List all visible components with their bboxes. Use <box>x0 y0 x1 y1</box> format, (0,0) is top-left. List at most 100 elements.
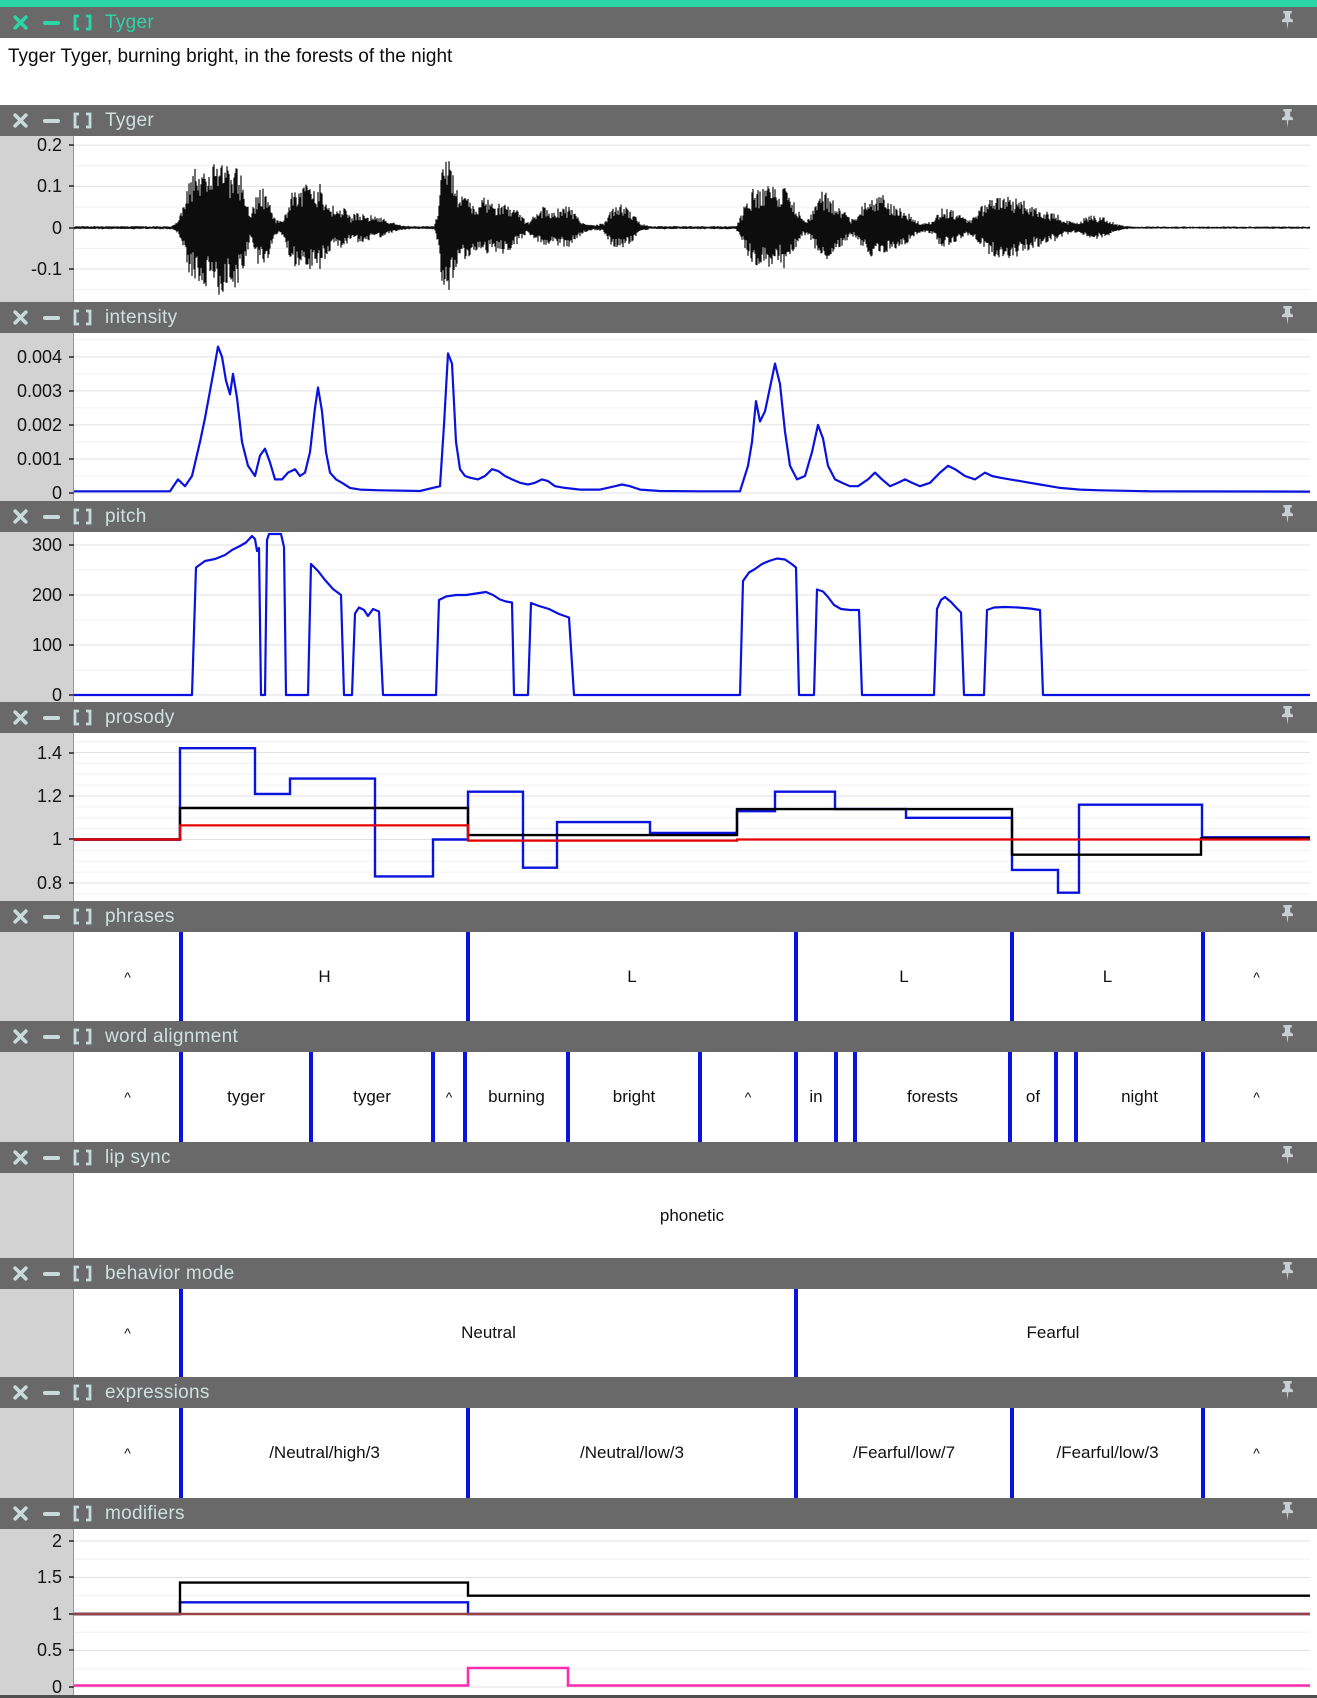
minimize-icon[interactable] <box>41 708 61 728</box>
segment-boundary[interactable] <box>794 932 798 1021</box>
expressions-track-content[interactable]: ^ /Neutral/high/3/Neutral/low/3/Fearful/l… <box>0 1408 1317 1498</box>
pin-icon[interactable] <box>1280 1145 1295 1170</box>
segment-label[interactable]: Fearful <box>1026 1323 1080 1342</box>
pin-icon[interactable] <box>1280 705 1295 730</box>
segment-label[interactable]: L <box>899 966 909 986</box>
segment-boundary[interactable] <box>1201 932 1205 1021</box>
segment-label[interactable]: phonetic <box>659 1205 725 1225</box>
segment-boundary[interactable] <box>309 1052 313 1142</box>
behavior-mode-track-content[interactable]: ^ Neutral Fearful <box>0 1289 1317 1377</box>
segment-boundary[interactable] <box>1074 1052 1078 1142</box>
segment-label[interactable]: ^ <box>1253 1445 1260 1461</box>
close-icon[interactable] <box>10 1027 30 1047</box>
segment-boundary[interactable] <box>1201 1408 1205 1498</box>
segment-boundary[interactable] <box>1010 1408 1014 1498</box>
close-icon[interactable] <box>10 1148 30 1168</box>
segment-boundary[interactable] <box>1008 1052 1012 1142</box>
segment-boundary[interactable] <box>466 932 470 1021</box>
segment-label[interactable]: bright <box>612 1087 656 1106</box>
segment-label[interactable]: /Fearful/low/3 <box>1056 1443 1159 1462</box>
pin-icon[interactable] <box>1280 1380 1295 1405</box>
pin-icon[interactable] <box>1280 1024 1295 1049</box>
segment-label[interactable]: ^ <box>1253 968 1260 985</box>
segment-boundary[interactable] <box>853 1052 857 1142</box>
pin-icon[interactable] <box>1280 1261 1295 1286</box>
segment-label[interactable]: ^ <box>124 1325 131 1341</box>
segment-boundary[interactable] <box>179 1408 183 1498</box>
minimize-icon[interactable] <box>41 111 61 131</box>
pitch-plot[interactable] <box>74 532 1310 702</box>
segment-label[interactable]: ^ <box>445 1089 453 1105</box>
segment-boundary[interactable] <box>1054 1052 1058 1142</box>
segment-boundary[interactable] <box>179 1052 183 1142</box>
segment-boundary[interactable] <box>179 1289 183 1377</box>
maximize-icon[interactable] <box>72 1504 92 1524</box>
segment-boundary[interactable] <box>834 1052 838 1142</box>
segment-label[interactable]: ^ <box>124 1445 131 1461</box>
maximize-icon[interactable] <box>72 13 92 33</box>
word-alignment-track-content[interactable]: ^ tyger tyger ^ burning bright ^ in forests of nig… <box>0 1052 1317 1142</box>
Tyger-track-content[interactable]: Tyger Tyger, burning bright, in the fore… <box>0 38 1317 105</box>
Tyger-plot[interactable] <box>74 136 1310 302</box>
modifiers-track-content[interactable]: 2 1.5 1 0.5 0 <box>0 1529 1317 1695</box>
pin-icon[interactable] <box>1280 108 1295 133</box>
segment-label[interactable]: tyger <box>227 1087 265 1106</box>
minimize-icon[interactable] <box>41 1383 61 1403</box>
close-icon[interactable] <box>10 507 30 527</box>
pin-icon[interactable] <box>1280 504 1295 529</box>
segment-label[interactable]: ^ <box>1253 1089 1260 1105</box>
maximize-icon[interactable] <box>72 1027 92 1047</box>
maximize-icon[interactable] <box>72 1383 92 1403</box>
segment-boundary[interactable] <box>566 1052 570 1142</box>
minimize-icon[interactable] <box>41 1504 61 1524</box>
minimize-icon[interactable] <box>41 13 61 33</box>
pin-icon[interactable] <box>1280 904 1295 929</box>
segment-label[interactable]: ^ <box>124 1089 131 1105</box>
close-icon[interactable] <box>10 708 30 728</box>
Tyger-track-content[interactable]: 0.2 0.1 0 -0.1 <box>0 136 1317 302</box>
minimize-icon[interactable] <box>41 308 61 328</box>
close-icon[interactable] <box>10 13 30 33</box>
minimize-icon[interactable] <box>41 907 61 927</box>
maximize-icon[interactable] <box>72 1148 92 1168</box>
segment-boundary[interactable] <box>463 1052 467 1142</box>
pin-icon[interactable] <box>1280 10 1295 35</box>
segment-label[interactable]: burning <box>488 1087 545 1106</box>
intensity-track-content[interactable]: 0.004 0.003 0.002 0.001 0 <box>0 333 1317 501</box>
segment-boundary[interactable] <box>1201 1052 1205 1142</box>
maximize-icon[interactable] <box>72 507 92 527</box>
maximize-icon[interactable] <box>72 308 92 328</box>
segment-label[interactable]: night <box>1121 1087 1158 1106</box>
segment-label[interactable]: L <box>627 966 637 986</box>
close-icon[interactable] <box>10 1264 30 1284</box>
modifiers-plot[interactable] <box>74 1529 1310 1695</box>
segment-label[interactable]: /Neutral/low/3 <box>580 1443 684 1462</box>
segment-label[interactable]: ^ <box>124 968 131 985</box>
segment-label[interactable]: in <box>809 1087 823 1106</box>
minimize-icon[interactable] <box>41 1148 61 1168</box>
lip-sync-track-content[interactable]: phonetic <box>0 1173 1317 1258</box>
segment-label[interactable]: ^ <box>744 1089 752 1105</box>
maximize-icon[interactable] <box>72 111 92 131</box>
phrases-track-content[interactable]: ^ H L L L ^ <box>0 932 1317 1021</box>
segment-label[interactable]: of <box>1025 1087 1041 1106</box>
segment-boundary[interactable] <box>431 1052 435 1142</box>
segment-label[interactable]: /Neutral/high/3 <box>269 1443 380 1462</box>
intensity-plot[interactable] <box>74 333 1310 501</box>
segment-label[interactable]: H <box>318 966 331 986</box>
pin-icon[interactable] <box>1280 1501 1295 1526</box>
segment-boundary[interactable] <box>466 1408 470 1498</box>
maximize-icon[interactable] <box>72 708 92 728</box>
prosody-plot[interactable] <box>74 733 1310 901</box>
segment-label[interactable]: L <box>1102 966 1113 986</box>
close-icon[interactable] <box>10 907 30 927</box>
segment-boundary[interactable] <box>179 932 183 1021</box>
segment-boundary[interactable] <box>1010 932 1014 1021</box>
segment-boundary[interactable] <box>794 1408 798 1498</box>
segment-label[interactable]: tyger <box>353 1087 391 1106</box>
close-icon[interactable] <box>10 308 30 328</box>
maximize-icon[interactable] <box>72 907 92 927</box>
pitch-track-content[interactable]: 300 200 100 0 <box>0 532 1317 702</box>
pin-icon[interactable] <box>1280 305 1295 330</box>
minimize-icon[interactable] <box>41 1027 61 1047</box>
